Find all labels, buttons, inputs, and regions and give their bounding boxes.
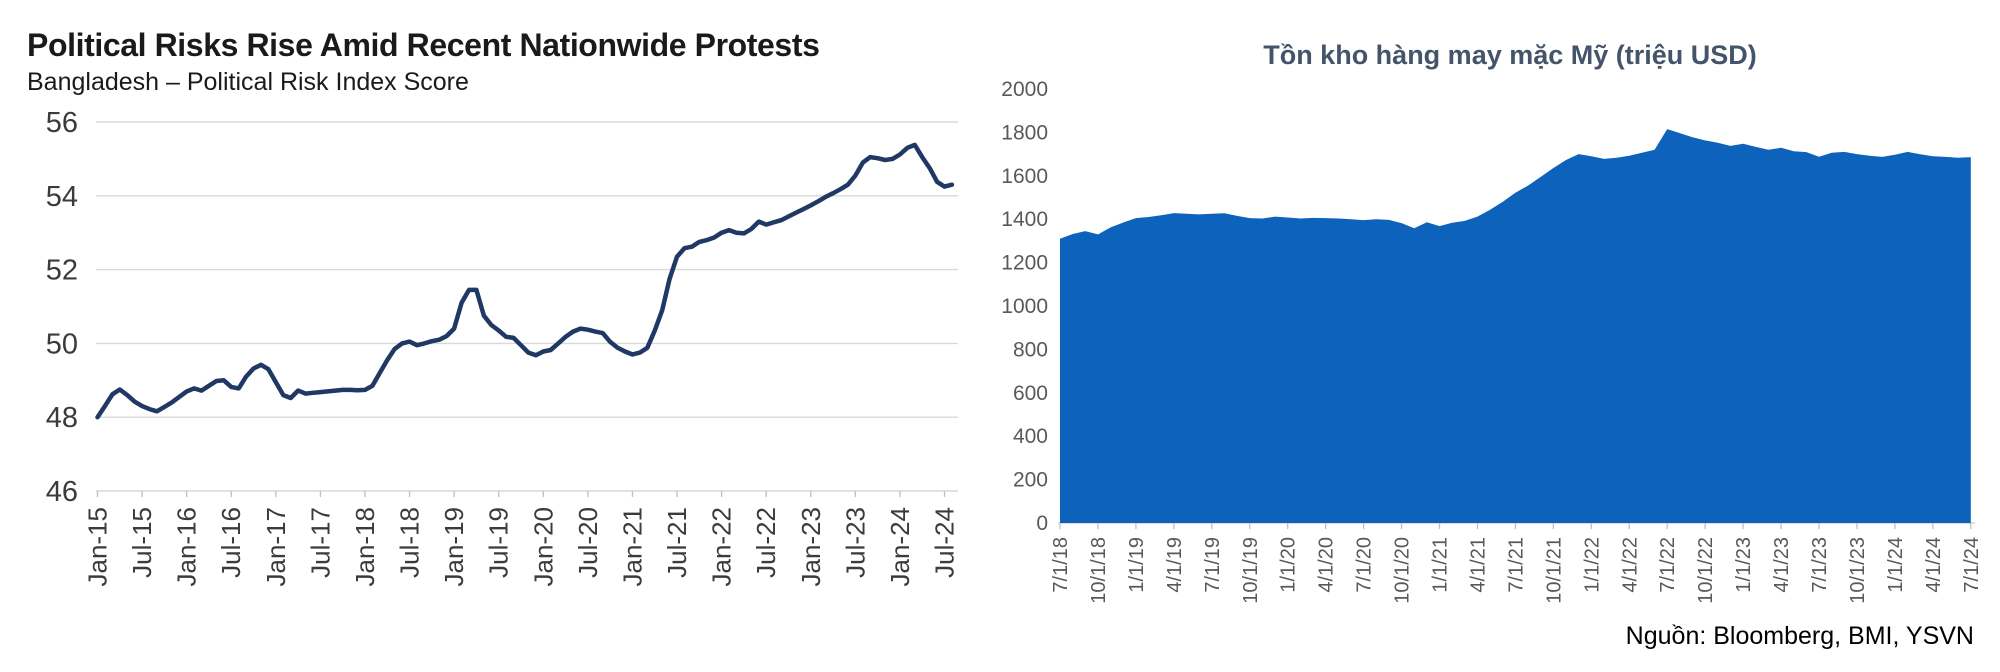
svg-text:56: 56 — [46, 107, 78, 139]
svg-text:Jul-18: Jul-18 — [395, 507, 425, 578]
svg-text:600: 600 — [1013, 382, 1048, 405]
svg-text:7/1/19: 7/1/19 — [1202, 537, 1224, 593]
svg-text:1/1/22: 1/1/22 — [1581, 537, 1603, 593]
svg-text:4/1/19: 4/1/19 — [1164, 537, 1186, 593]
svg-text:Jul-22: Jul-22 — [751, 507, 781, 578]
svg-text:800: 800 — [1013, 338, 1048, 361]
apparel-inventory-panel: Tồn kho hàng may mặc Mỹ (triệu USD) 0 200… — [980, 0, 2000, 672]
svg-text:4/1/20: 4/1/20 — [1316, 537, 1338, 593]
svg-text:10/1/23: 10/1/23 — [1847, 537, 1869, 604]
svg-text:Jul-15: Jul-15 — [127, 507, 157, 578]
right-chart-title: Tồn kho hàng may mặc Mỹ (triệu USD) — [1263, 40, 1757, 71]
x-axis-ticks — [96, 491, 946, 497]
svg-text:46: 46 — [46, 476, 78, 508]
svg-text:Jan-24: Jan-24 — [885, 507, 915, 587]
svg-text:1200: 1200 — [1001, 252, 1048, 275]
svg-text:1/1/23: 1/1/23 — [1733, 537, 1755, 593]
svg-text:1600: 1600 — [1001, 165, 1048, 188]
svg-text:54: 54 — [46, 181, 78, 213]
svg-text:Jul-20: Jul-20 — [573, 507, 603, 578]
svg-text:1/1/21: 1/1/21 — [1430, 537, 1452, 593]
svg-text:2000: 2000 — [1001, 78, 1048, 101]
svg-text:Jul-23: Jul-23 — [840, 507, 870, 578]
svg-text:7/1/23: 7/1/23 — [1809, 537, 1831, 593]
svg-text:400: 400 — [1013, 425, 1048, 448]
svg-text:Jul-17: Jul-17 — [305, 507, 335, 578]
inventory-area-series — [1060, 129, 1971, 523]
political-risk-line-series — [95, 142, 955, 420]
svg-text:4/1/21: 4/1/21 — [1467, 537, 1489, 593]
svg-text:10/1/20: 10/1/20 — [1392, 537, 1414, 604]
svg-text:Jan-22: Jan-22 — [707, 507, 737, 587]
svg-text:7/1/20: 7/1/20 — [1354, 537, 1376, 593]
svg-text:52: 52 — [46, 255, 78, 287]
svg-text:48: 48 — [46, 402, 78, 434]
svg-text:7/1/18: 7/1/18 — [1050, 537, 1072, 593]
y-axis-labels: 0 200 400 600 800 1000 1200 1400 1600 1800 2000 — [1001, 78, 1048, 535]
left-chart-title: Political Risks Rise Amid Recent Nationw… — [27, 27, 820, 64]
svg-text:Jan-17: Jan-17 — [261, 507, 291, 587]
gridlines — [96, 121, 958, 492]
svg-text:4/1/23: 4/1/23 — [1771, 537, 1793, 593]
inventory-area-chart: 0 200 400 600 800 1000 1200 1400 1600 1800 2000 7/1… — [1001, 78, 1983, 604]
svg-text:1400: 1400 — [1001, 208, 1048, 231]
political-risk-panel: Political Risks Rise Amid Recent Nationw… — [0, 0, 980, 672]
svg-text:7/1/24: 7/1/24 — [1961, 537, 1983, 593]
svg-text:0: 0 — [1036, 512, 1048, 535]
svg-text:50: 50 — [46, 328, 78, 360]
svg-text:Jul-19: Jul-19 — [484, 507, 514, 578]
svg-text:Jan-23: Jan-23 — [796, 507, 826, 587]
x-axis-labels: Jan-15 Jul-15 Jan-16 Jul-16 Jan-17 Jul-17 Jan-… — [83, 507, 960, 587]
y-axis-labels: 46 48 50 52 54 56 — [46, 107, 78, 508]
svg-text:1000: 1000 — [1001, 295, 1048, 318]
svg-text:1/1/19: 1/1/19 — [1126, 537, 1148, 593]
svg-text:Jan-20: Jan-20 — [528, 507, 558, 587]
svg-text:1/1/20: 1/1/20 — [1278, 537, 1300, 593]
svg-text:4/1/24: 4/1/24 — [1923, 537, 1945, 593]
svg-text:Jan-18: Jan-18 — [350, 507, 380, 587]
x-axis-labels: 7/1/18 10/1/18 1/1/19 4/1/19 7/1/19 10/1/19 1/… — [1050, 537, 1983, 604]
source-note: Nguồn: Bloomberg, BMI, YSVN — [1625, 622, 1974, 650]
svg-text:1/1/24: 1/1/24 — [1885, 537, 1907, 593]
svg-text:10/1/22: 10/1/22 — [1695, 537, 1717, 604]
left-chart-subtitle: Bangladesh – Political Risk Index Score — [27, 67, 469, 96]
svg-text:4/1/22: 4/1/22 — [1619, 537, 1641, 593]
svg-text:Jul-16: Jul-16 — [216, 507, 246, 578]
svg-text:Jul-24: Jul-24 — [930, 507, 960, 578]
svg-text:10/1/19: 10/1/19 — [1240, 537, 1262, 604]
svg-text:200: 200 — [1013, 469, 1048, 492]
svg-text:Jan-16: Jan-16 — [172, 507, 202, 587]
svg-text:1800: 1800 — [1001, 121, 1048, 144]
svg-text:10/1/18: 10/1/18 — [1088, 537, 1110, 604]
svg-text:Jan-15: Jan-15 — [83, 507, 113, 587]
svg-text:7/1/22: 7/1/22 — [1657, 537, 1679, 593]
svg-text:Jan-19: Jan-19 — [439, 507, 469, 587]
svg-text:7/1/21: 7/1/21 — [1505, 537, 1527, 593]
svg-text:Jul-21: Jul-21 — [662, 507, 692, 578]
x-axis-ticks — [1059, 523, 1972, 529]
svg-text:Jan-21: Jan-21 — [617, 507, 647, 587]
svg-text:10/1/21: 10/1/21 — [1543, 537, 1565, 604]
